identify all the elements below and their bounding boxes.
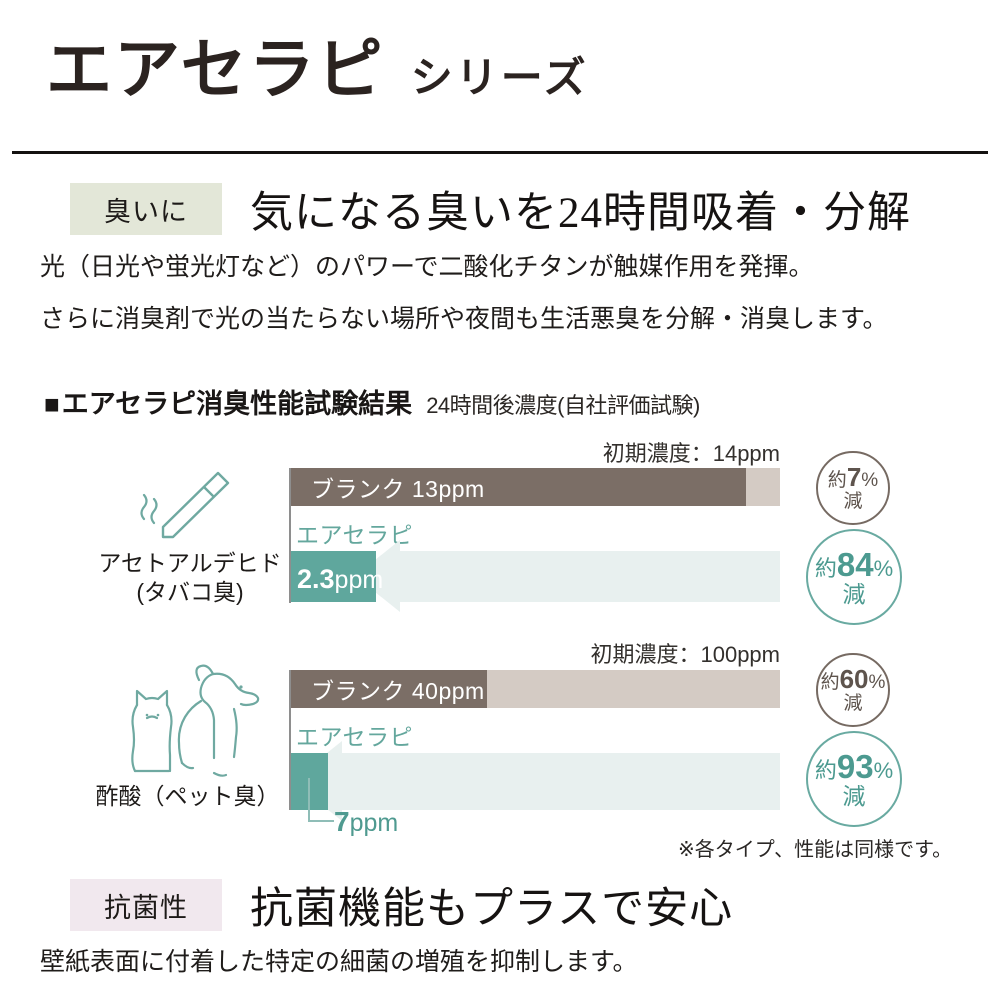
reduction-number: 60 xyxy=(839,664,869,695)
substance-block-acetic-acid: 酢酸（ペット臭） xyxy=(85,660,290,811)
reduction-prefix: 約 xyxy=(827,470,847,492)
reduction-badge-airtherapy-1-bot: 減 xyxy=(842,581,866,608)
leader-line-horizontal-2 xyxy=(308,820,334,822)
reduction-percent: % xyxy=(861,470,879,492)
header-divider xyxy=(12,151,988,154)
blank-bar-fill-2 xyxy=(291,670,487,708)
leader-line-vertical-2 xyxy=(308,778,310,822)
reduction-badge-blank-1: 約7% 減 xyxy=(816,451,890,525)
test-footnote: ※各タイプ、性能は同様です。 xyxy=(678,839,953,861)
reduction-arrow-band-1 xyxy=(398,551,780,602)
reduction-number: 84 xyxy=(836,545,874,583)
reduction-number: 93 xyxy=(836,747,874,785)
odor-badge: 臭いに xyxy=(70,183,222,235)
test-result-heading: ■ エアセラピ消臭性能試験結果 24時間後濃度(自社評価試験) xyxy=(44,382,700,421)
reduction-prefix: 約 xyxy=(820,672,840,694)
reduction-badge-airtherapy-1-top: 約84% xyxy=(814,545,894,583)
reduction-number: 7 xyxy=(846,462,862,493)
reduction-badge-airtherapy-2-top: 約93% xyxy=(814,747,894,785)
reduction-badge-blank-1-top: 約7% xyxy=(828,464,878,491)
blank-bar-track-1: ブランク 13ppm xyxy=(291,468,780,506)
reduction-badge-blank-1-bot: 減 xyxy=(843,490,863,512)
blank-bar-track-2: ブランク 40ppm xyxy=(291,670,780,708)
reduction-badge-blank-2: 約60% 減 xyxy=(816,653,890,727)
chart-axis-2 xyxy=(289,670,291,810)
substance-note-1: (タバコ臭) xyxy=(136,578,244,605)
reduction-badge-blank-2-bot: 減 xyxy=(843,692,863,714)
blank-bar-label-1: ブランク 13ppm xyxy=(311,476,485,502)
test-heading-main: エアセラピ消臭性能試験結果 xyxy=(61,389,413,419)
chart-axis-1 xyxy=(289,468,291,603)
airtherapy-bar-value-1: 2.3ppm xyxy=(297,564,383,595)
airtherapy-bar-value-2: 7ppm xyxy=(334,806,398,838)
brand-subtitle: シリーズ xyxy=(410,54,589,101)
blank-bar-fill-1 xyxy=(291,468,746,506)
airtherapy-bar-value-unit-1: ppm xyxy=(334,566,384,594)
initial-concentration-label-1: 初期濃度：14ppm xyxy=(602,441,780,466)
reduction-badge-airtherapy-2: 約93% 減 xyxy=(806,731,902,827)
odor-section-header: 臭いに 気になる臭いを24時間吸着・分解 xyxy=(70,178,911,240)
substance-block-acetaldehyde: アセトアルデヒド (タバコ臭) xyxy=(95,465,285,607)
test-heading-sub: 24時間後濃度(自社評価試験) xyxy=(426,393,700,418)
reduction-badge-airtherapy-1: 約84% 減 xyxy=(806,529,902,625)
bullet-square-icon: ■ xyxy=(44,389,60,419)
dog-cat-icon xyxy=(130,664,259,777)
brand-title: エアセラピ xyxy=(46,32,385,106)
reduction-prefix: 約 xyxy=(814,757,837,783)
substance-name-1: アセトアルデヒド xyxy=(98,550,282,576)
odor-body-line1: 光（日光や蛍光灯など）のパワーで二酸化チタンが触媒作用を発揮。 xyxy=(40,254,814,281)
antibacterial-headline: 抗菌機能もプラスで安心 xyxy=(250,886,734,933)
brand-header: エアセラピ シリーズ xyxy=(46,36,589,102)
antibacterial-section-header: 抗菌性 抗菌機能もプラスで安心 xyxy=(70,874,733,936)
airtherapy-bar-value-unit-2: ppm xyxy=(349,809,399,837)
airtherapy-bar-1 xyxy=(291,551,376,602)
reduction-badge-airtherapy-2-bot: 減 xyxy=(842,783,866,810)
antibacterial-badge: 抗菌性 xyxy=(70,879,222,931)
odor-body-line2: さらに消臭剤で光の当たらない場所や夜間も生活悪臭を分解・消臭します。 xyxy=(40,306,888,333)
reduction-badge-blank-2-top: 約60% xyxy=(821,666,886,693)
blank-bar-label-2: ブランク 40ppm xyxy=(311,678,485,704)
reduction-prefix: 約 xyxy=(814,555,837,581)
antibacterial-body-line1: 壁紙表面に付着した特定の細菌の増殖を抑制します。 xyxy=(40,949,638,976)
reduction-arrow-band-2 xyxy=(340,753,780,810)
initial-concentration-label-2: 初期濃度：100ppm xyxy=(590,642,780,667)
airtherapy-bar-value-num-2: 7 xyxy=(334,806,350,837)
reduction-percent: % xyxy=(868,672,886,694)
cigarette-icon xyxy=(140,471,230,539)
reduction-percent: % xyxy=(873,555,894,581)
airtherapy-bar-value-num-1: 2.3 xyxy=(297,564,335,594)
substance-name-2: 酢酸（ペット臭） xyxy=(95,783,280,809)
reduction-percent: % xyxy=(873,757,894,783)
odor-headline: 気になる臭いを24時間吸着・分解 xyxy=(250,190,911,237)
